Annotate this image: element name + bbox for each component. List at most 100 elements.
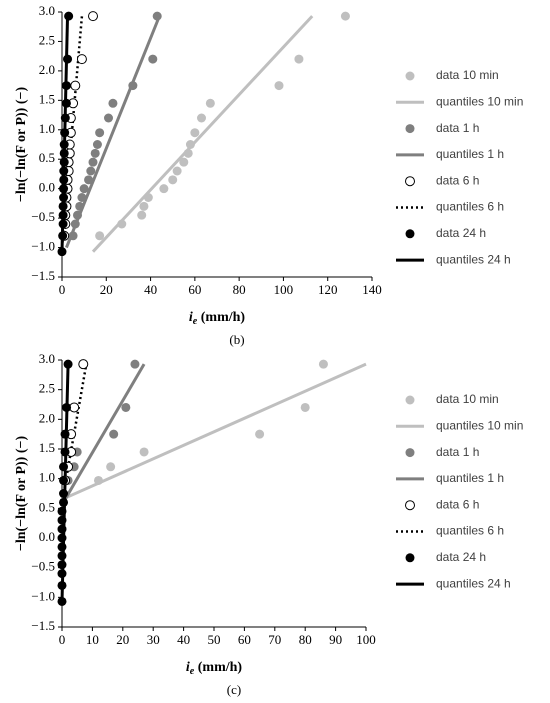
y-tick-label: −1.0 bbox=[31, 239, 55, 254]
legend-label: quantiles 6 h bbox=[436, 524, 504, 538]
y-tick-label: −0.5 bbox=[31, 559, 55, 574]
x-tick-label: 70 bbox=[268, 632, 281, 647]
x-label-symbol: i bbox=[186, 660, 190, 675]
data-point bbox=[93, 475, 103, 485]
data-point bbox=[108, 98, 118, 108]
y-tick-label: 2.5 bbox=[39, 381, 55, 396]
x-tick-label: 120 bbox=[318, 282, 338, 297]
data-point bbox=[58, 210, 68, 220]
x-tick-label: 40 bbox=[144, 282, 157, 297]
legend-label: data 1 h bbox=[436, 121, 479, 135]
data-point bbox=[64, 11, 74, 21]
y-tick-label: 3.0 bbox=[39, 351, 55, 366]
y-tick-label: 1.5 bbox=[39, 91, 55, 106]
data-point bbox=[57, 580, 67, 590]
y-tick-label: 2.5 bbox=[39, 32, 55, 47]
data-point bbox=[104, 113, 113, 123]
legend-swatch bbox=[405, 395, 415, 405]
x-label-unit: (mm/h) bbox=[197, 310, 245, 325]
legend-swatch bbox=[405, 229, 415, 239]
data-point bbox=[340, 11, 350, 21]
data-point bbox=[88, 11, 98, 22]
data-point bbox=[61, 81, 71, 91]
data-point bbox=[59, 497, 69, 507]
data-point bbox=[143, 193, 153, 202]
data-point bbox=[95, 231, 105, 241]
data-point bbox=[59, 166, 69, 176]
legend-label: quantiles 24 h bbox=[436, 252, 511, 266]
x-tick-label: 20 bbox=[100, 282, 113, 297]
x-axis-label: ie (mm/h) bbox=[189, 310, 246, 327]
data-point bbox=[128, 81, 138, 91]
data-point bbox=[59, 475, 69, 485]
x-label-subscript: e bbox=[190, 666, 195, 677]
legend-swatch bbox=[405, 500, 415, 511]
y-tick-label: 1.0 bbox=[39, 470, 55, 485]
data-point bbox=[57, 596, 67, 606]
y-tick-label: 1.0 bbox=[39, 121, 55, 136]
data-point bbox=[179, 157, 189, 167]
data-point bbox=[318, 359, 328, 369]
quantile-line bbox=[91, 15, 314, 253]
y-tick-label: −1.5 bbox=[31, 618, 55, 633]
data-point bbox=[58, 201, 68, 211]
data-point bbox=[274, 81, 284, 91]
x-label-subscript: e bbox=[193, 316, 198, 327]
data-point bbox=[57, 533, 67, 543]
y-tick-label: −1.5 bbox=[31, 268, 55, 283]
legend-swatch bbox=[405, 71, 415, 81]
x-tick-label: 60 bbox=[238, 632, 251, 647]
data-point bbox=[197, 113, 206, 123]
x-tick-label: 0 bbox=[59, 282, 66, 297]
data-point bbox=[57, 551, 67, 561]
y-tick-label: 0.5 bbox=[39, 499, 55, 514]
x-tick-label: 20 bbox=[116, 632, 129, 647]
data-point bbox=[130, 359, 140, 369]
y-tick-label: 2.0 bbox=[39, 410, 55, 425]
y-tick-label: 0.0 bbox=[39, 180, 55, 195]
data-point bbox=[172, 166, 182, 176]
data-point bbox=[57, 515, 67, 525]
data-point bbox=[300, 402, 310, 412]
data-point bbox=[190, 128, 200, 138]
quantile-line bbox=[61, 362, 367, 501]
legend-label: data 10 min bbox=[436, 68, 499, 82]
data-point bbox=[294, 54, 304, 64]
data-point bbox=[70, 80, 81, 91]
y-axis-label: −ln(−ln(F or P)) (−) bbox=[14, 87, 29, 203]
data-point bbox=[61, 98, 71, 108]
data-point bbox=[58, 231, 68, 241]
legend-label: data 6 h bbox=[436, 497, 479, 511]
x-tick-label: 80 bbox=[299, 632, 312, 647]
data-point bbox=[183, 148, 193, 158]
quantile-line bbox=[63, 363, 146, 501]
data-point bbox=[58, 219, 68, 229]
data-point bbox=[63, 359, 73, 369]
data-point bbox=[152, 11, 162, 21]
x-tick-label: 0 bbox=[59, 632, 66, 647]
legend-label: data 24 h bbox=[436, 550, 486, 564]
y-tick-label: 0.5 bbox=[39, 150, 55, 165]
x-tick-label: 40 bbox=[177, 632, 190, 647]
x-tick-label: 100 bbox=[356, 632, 376, 647]
legend-swatch bbox=[405, 124, 415, 134]
data-point bbox=[57, 542, 67, 552]
data-point bbox=[88, 157, 98, 167]
data-point bbox=[60, 447, 70, 457]
data-point bbox=[59, 140, 69, 149]
data-point bbox=[84, 175, 94, 185]
data-point bbox=[95, 128, 105, 138]
legend-label: data 6 h bbox=[436, 173, 479, 187]
legend-swatch bbox=[405, 553, 415, 563]
legend-label: data 24 h bbox=[436, 226, 486, 240]
data-point bbox=[59, 489, 69, 498]
data-point bbox=[121, 402, 131, 412]
data-point bbox=[57, 560, 67, 570]
x-tick-label: 90 bbox=[329, 632, 342, 647]
x-label-unit: (mm/h) bbox=[194, 660, 242, 675]
data-point bbox=[62, 402, 72, 412]
data-point bbox=[168, 175, 178, 185]
data-point bbox=[57, 569, 67, 579]
y-tick-label: 2.0 bbox=[39, 62, 55, 77]
